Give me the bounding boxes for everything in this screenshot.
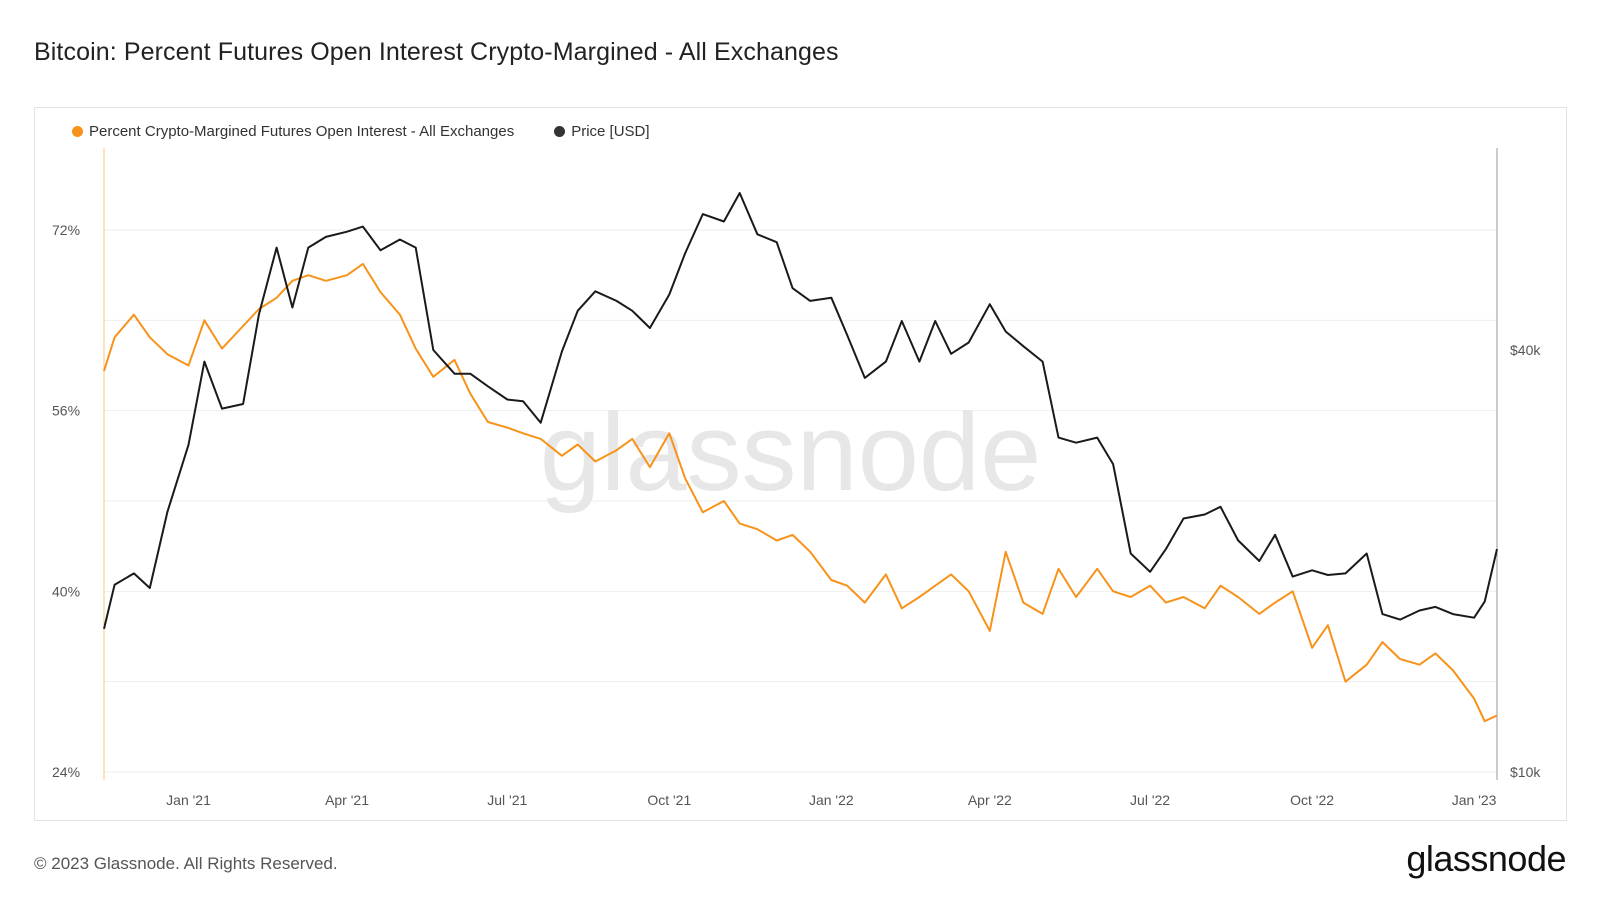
chart-title: Bitcoin: Percent Futures Open Interest C… — [34, 38, 839, 66]
y-right-tick-1: $10k — [1510, 764, 1541, 780]
series-line-percent — [103, 262, 1498, 723]
legend-label-percent: Percent Crypto-Margined Futures Open Int… — [89, 123, 515, 140]
x-tick-6: Jul '22 — [1130, 792, 1170, 808]
chart-legend: Percent Crypto-Margined Futures Open Int… — [72, 123, 650, 140]
x-tick-5: Apr '22 — [968, 792, 1012, 808]
x-tick-4: Jan '22 — [809, 792, 854, 808]
chart-panel — [34, 107, 1567, 821]
y-left-tick-2: 40% — [52, 583, 80, 599]
x-tick-3: Oct '21 — [647, 792, 691, 808]
x-tick-8: Jan '23 — [1452, 792, 1497, 808]
x-tick-1: Apr '21 — [325, 792, 369, 808]
x-tick-2: Jul '21 — [487, 792, 527, 808]
legend-item-percent[interactable]: Percent Crypto-Margined Futures Open Int… — [72, 123, 514, 140]
legend-item-price[interactable]: Price [USD] — [554, 123, 650, 140]
x-tick-7: Oct '22 — [1290, 792, 1334, 808]
y-left-tick-1: 56% — [52, 403, 80, 419]
y-left-tick-3: 24% — [52, 764, 80, 780]
x-tick-0: Jan '21 — [166, 792, 211, 808]
series-line-price — [103, 192, 1498, 630]
copyright-text: © 2023 Glassnode. All Rights Reserved. — [34, 854, 338, 873]
legend-dot-price — [554, 126, 566, 137]
glassnode-logo: glassnode — [1406, 838, 1566, 879]
watermark-text: glassnode — [540, 391, 1042, 514]
y-left-tick-0: 72% — [52, 222, 80, 238]
legend-dot-percent — [72, 126, 83, 137]
legend-label-price: Price [USD] — [571, 123, 650, 140]
y-right-tick-0: $40k — [1510, 342, 1541, 358]
